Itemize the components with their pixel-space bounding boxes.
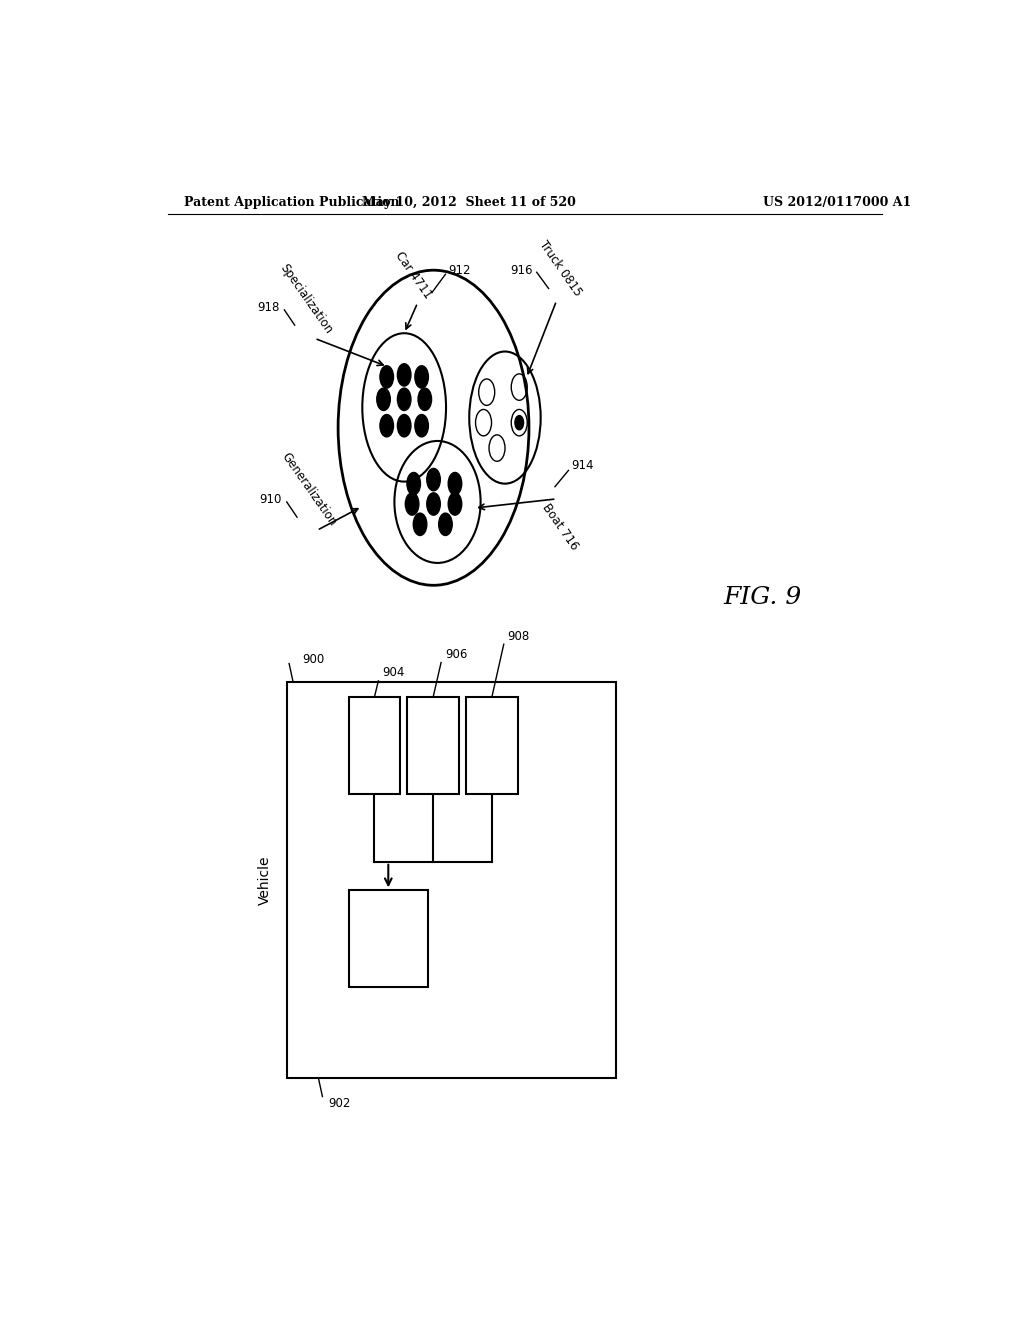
- Text: Specialization: Specialization: [278, 261, 336, 337]
- Ellipse shape: [380, 366, 393, 388]
- Text: Generalization: Generalization: [279, 450, 339, 528]
- Text: US 2012/0117000 A1: US 2012/0117000 A1: [763, 195, 911, 209]
- Text: 910: 910: [259, 494, 282, 507]
- Ellipse shape: [418, 388, 431, 411]
- Text: May 10, 2012  Sheet 11 of 520: May 10, 2012 Sheet 11 of 520: [362, 195, 577, 209]
- Text: 906: 906: [445, 648, 467, 661]
- Text: Boat 716: Boat 716: [540, 500, 582, 552]
- Text: Car: Car: [364, 739, 385, 752]
- Ellipse shape: [397, 364, 411, 385]
- Text: Vehicle: Vehicle: [257, 855, 271, 904]
- Ellipse shape: [377, 388, 390, 411]
- Text: FIG. 9: FIG. 9: [724, 586, 802, 609]
- Bar: [466, 697, 518, 793]
- Text: Truck: Truck: [475, 739, 509, 752]
- Ellipse shape: [414, 513, 427, 536]
- Text: 904: 904: [382, 667, 404, 680]
- Bar: [287, 682, 616, 1078]
- Ellipse shape: [397, 388, 411, 411]
- Ellipse shape: [449, 473, 462, 495]
- Ellipse shape: [438, 513, 453, 536]
- Text: 914: 914: [570, 459, 593, 471]
- Ellipse shape: [407, 473, 421, 495]
- Bar: [348, 890, 428, 987]
- Bar: [348, 697, 400, 793]
- Text: 900: 900: [303, 653, 325, 667]
- Ellipse shape: [427, 492, 440, 515]
- Text: 918: 918: [257, 301, 280, 314]
- Ellipse shape: [427, 469, 440, 491]
- Text: Vehicle: Vehicle: [366, 932, 411, 945]
- Text: Patent Application Publication: Patent Application Publication: [183, 195, 399, 209]
- Bar: [408, 697, 459, 793]
- Ellipse shape: [406, 492, 419, 515]
- Ellipse shape: [415, 366, 428, 388]
- Ellipse shape: [449, 492, 462, 515]
- Text: 908: 908: [508, 630, 530, 643]
- Text: 902: 902: [328, 1097, 350, 1110]
- Ellipse shape: [380, 414, 393, 437]
- Text: 916: 916: [510, 264, 532, 277]
- Text: Truck 0815: Truck 0815: [537, 239, 585, 298]
- Text: Boat: Boat: [419, 739, 447, 752]
- Text: Car 4711: Car 4711: [393, 248, 434, 301]
- Ellipse shape: [515, 416, 523, 430]
- Ellipse shape: [397, 414, 411, 437]
- Text: 912: 912: [447, 264, 470, 277]
- Ellipse shape: [415, 414, 428, 437]
